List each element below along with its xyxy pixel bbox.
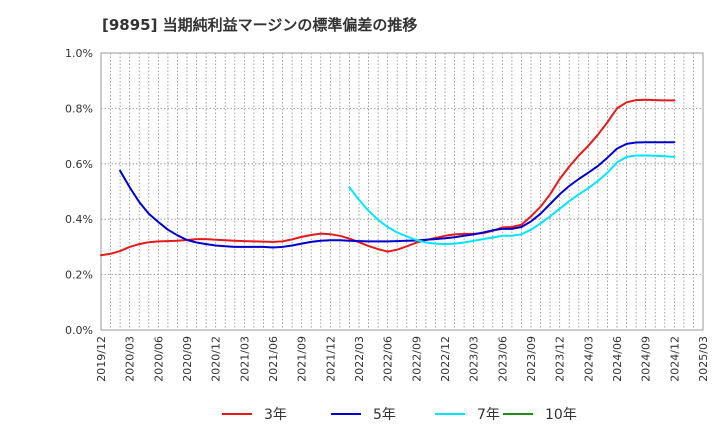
series-line-3 bbox=[348, 154, 676, 246]
x-tick-label: 2021/03 bbox=[238, 336, 251, 382]
y-tick-label: 0.6% bbox=[65, 158, 93, 171]
x-tick-label: 2019/12 bbox=[95, 336, 108, 382]
x-tick-label: 2024/03 bbox=[582, 336, 595, 382]
x-tick-label: 2021/06 bbox=[267, 336, 280, 382]
y-tick-label: 0.2% bbox=[65, 269, 93, 282]
grid bbox=[101, 53, 703, 330]
x-tick-label: 2022/12 bbox=[439, 336, 452, 382]
y-tick-label: 0.0% bbox=[65, 324, 93, 337]
x-tick-label: 2025/03 bbox=[697, 336, 710, 382]
x-tick-label: 2022/09 bbox=[410, 336, 423, 382]
legend-label-1: 3年 bbox=[264, 407, 287, 423]
y-axis-ticks: 0.0% 0.2% 0.4% 0.6% 0.8% 1.0% bbox=[65, 47, 93, 337]
x-tick-label: 2020/03 bbox=[124, 336, 137, 382]
legend-label-3: 7年 bbox=[477, 407, 500, 423]
x-tick-label: 2020/06 bbox=[152, 336, 165, 382]
x-tick-label: 2023/06 bbox=[496, 336, 509, 382]
y-tick-label: 1.0% bbox=[65, 47, 93, 60]
x-tick-label: 2024/06 bbox=[611, 336, 624, 382]
x-tick-label: 2024/12 bbox=[668, 336, 681, 382]
chart-title: [9895] 当期純利益マージンの標準偏差の推移 bbox=[102, 16, 418, 34]
y-tick-label: 0.4% bbox=[65, 213, 93, 226]
series-lines bbox=[100, 98, 676, 257]
legend-label-2: 5年 bbox=[373, 407, 396, 423]
y-tick-label: 0.8% bbox=[65, 102, 93, 115]
x-tick-label: 2020/12 bbox=[210, 336, 223, 382]
x-tick-label: 2020/09 bbox=[181, 336, 194, 382]
x-tick-label: 2022/06 bbox=[382, 336, 395, 382]
x-tick-label: 2023/12 bbox=[554, 336, 567, 382]
x-tick-label: 2021/12 bbox=[324, 336, 337, 382]
x-tick-label: 2023/03 bbox=[468, 336, 481, 382]
plot-area-frame bbox=[100, 52, 704, 331]
x-axis-ticks: 2019/12 2020/03 2020/06 2020/09 2020/12 2021/… bbox=[95, 336, 710, 382]
legend: 3年 5年 7年 10年 bbox=[222, 407, 577, 423]
x-tick-label: 2021/09 bbox=[296, 336, 309, 382]
x-tick-label: 2022/03 bbox=[353, 336, 366, 382]
series-line-1 bbox=[100, 98, 676, 257]
legend-label-4: 10年 bbox=[545, 407, 577, 423]
x-tick-label: 2024/09 bbox=[640, 336, 653, 382]
x-tick-label: 2023/09 bbox=[525, 336, 538, 382]
series-line-2 bbox=[119, 141, 676, 249]
